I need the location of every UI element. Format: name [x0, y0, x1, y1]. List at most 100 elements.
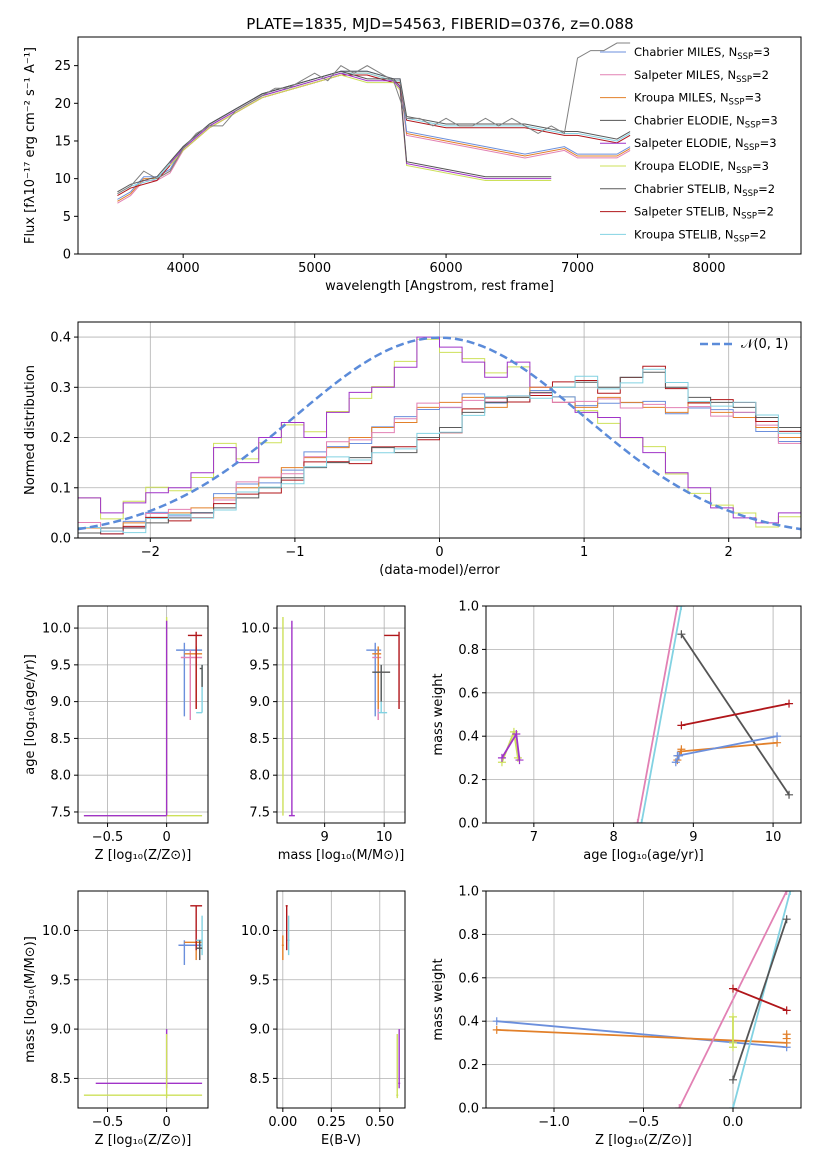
y-tick-label: 0.0 [458, 1102, 479, 1117]
y-tick-label: 1.0 [458, 600, 479, 615]
x-tick-label: −1.0 [538, 1115, 570, 1130]
legend-count: =2 [752, 68, 769, 82]
x-tick-label: 0 [162, 830, 170, 845]
y-axis-label: mass weight [431, 958, 446, 1040]
y-tick-label: 0.0 [458, 817, 479, 832]
y-tick-label: 8.5 [50, 1072, 71, 1087]
x-axis-label: E(B-V) [321, 1133, 361, 1148]
y-tick-label: 8.0 [50, 769, 71, 784]
legend-label: Chabrier ELODIE, NSSP=3 [634, 113, 778, 130]
legend-count: =3 [752, 159, 769, 173]
weight-marker [512, 730, 521, 739]
x-tick-label: 0 [435, 545, 443, 560]
x-tick-label: 1 [580, 545, 588, 560]
weight-marker [637, 819, 646, 823]
y-tick-label: 9.5 [50, 658, 71, 673]
y-tick-label: 0.2 [458, 773, 479, 788]
x-tick-label: 8000 [692, 261, 725, 276]
x-tick-label: −0.5 [628, 1115, 660, 1130]
y-axis-label: mass weight [431, 673, 446, 755]
x-axis-label: Z [log₁₀(Z/Z⊙)] [95, 1133, 192, 1148]
y-tick-label: 15 [54, 134, 71, 149]
legend-count: =3 [761, 113, 778, 127]
x-axis-label: age [log₁₀(age/yr)] [583, 848, 704, 863]
y-tick-label: 9.0 [50, 695, 71, 710]
weight-marker [786, 891, 795, 895]
weight-marker [782, 1006, 791, 1015]
weight-line [636, 606, 679, 823]
weight-marker [728, 1075, 737, 1084]
y-axis-label: age [log₁₀(age/yr)] [23, 654, 38, 775]
y-tick-label: 20 [54, 97, 71, 112]
weight-marker [728, 984, 737, 993]
weight-marker [492, 1017, 501, 1026]
y-tick-label: 8.5 [249, 1072, 270, 1087]
y-tick-label: 0.4 [50, 331, 71, 346]
weight-marker [782, 1030, 791, 1039]
y-tick-label: 10.0 [42, 622, 71, 637]
weight-marker [674, 751, 683, 760]
weight-marker [677, 630, 686, 639]
y-tick-label: 5 [63, 210, 71, 225]
weight-line [496, 1020, 787, 1049]
y-tick-label: 7.5 [249, 805, 270, 820]
weight-marker [492, 1025, 501, 1034]
x-tick-label: −2 [141, 545, 160, 560]
y-tick-label: 0.4 [458, 1015, 479, 1030]
weight-marker [515, 756, 524, 765]
x-tick-label: −0.5 [92, 830, 124, 845]
weight-marker [782, 915, 791, 924]
y-tick-label: 8.5 [249, 732, 270, 747]
gaussian-legend-label: 𝒩(0, 1) [741, 337, 788, 352]
model-spectrum-line [169, 74, 552, 182]
x-tick-label: 7 [530, 830, 538, 845]
weight-marker [728, 1012, 737, 1021]
y-tick-label: 0.2 [50, 431, 71, 446]
y-tick-label: 0.4 [458, 730, 479, 745]
weight-line [677, 735, 778, 757]
age_vs_Z-frame [77, 605, 209, 824]
weight-line [732, 987, 788, 1012]
y-tick-label: 8.5 [50, 732, 71, 747]
weight_vs_Z-frame [485, 890, 802, 1109]
legend-label: Chabrier MILES, NSSP=3 [634, 45, 770, 62]
x-tick-label: 2 [725, 545, 733, 560]
x-axis-label: Z [log₁₀(Z/Z⊙)] [595, 1133, 692, 1148]
x-axis-label: (data-model)/error [379, 563, 500, 578]
x-tick-label: −1 [285, 545, 304, 560]
legend-subscript: SSP [741, 212, 757, 222]
model-spectrum-line [169, 72, 552, 180]
y-tick-label: 9.5 [50, 973, 71, 988]
x-tick-label: 9 [320, 830, 328, 845]
legend-subscript: SSP [742, 189, 758, 199]
x-tick-label: 0.0 [723, 1115, 744, 1130]
y-tick-label: 0 [63, 248, 71, 263]
x-tick-label: 6000 [430, 261, 463, 276]
y-tick-label: 0.8 [458, 928, 479, 943]
x-tick-label: 0.50 [365, 1115, 394, 1130]
legend-subscript: SSP [729, 98, 745, 108]
legend-subscript: SSP [734, 234, 750, 244]
legend-subscript: SSP [736, 166, 752, 176]
legend-subscript: SSP [736, 75, 752, 85]
weight_vs_age-frame [485, 605, 802, 824]
y-tick-label: 1.0 [458, 885, 479, 900]
y-tick-label: 9.0 [249, 695, 270, 710]
x-tick-label: 10 [376, 830, 393, 845]
weight-marker [728, 1038, 737, 1047]
y-tick-label: 0.6 [458, 686, 479, 701]
weight-marker [513, 753, 522, 762]
weight-marker [677, 606, 686, 610]
weight-marker [633, 819, 642, 823]
plot-layer: 4000 5000 6000 7000 80000510152025wavelength… [23, 36, 802, 1148]
y-tick-label: 10.0 [241, 924, 270, 939]
weight-marker [677, 745, 686, 754]
residuals-frame [77, 321, 802, 539]
legend-subscript: SSP [737, 52, 753, 62]
mass_vs_Z-frame [77, 890, 209, 1109]
y-tick-label: 10.0 [241, 622, 270, 637]
weight-marker [677, 721, 686, 730]
y-axis-label: Flux [fλ10⁻¹⁷ erg cm⁻² s⁻¹ A⁻¹] [23, 47, 38, 244]
model-spectrum-line [169, 70, 552, 178]
